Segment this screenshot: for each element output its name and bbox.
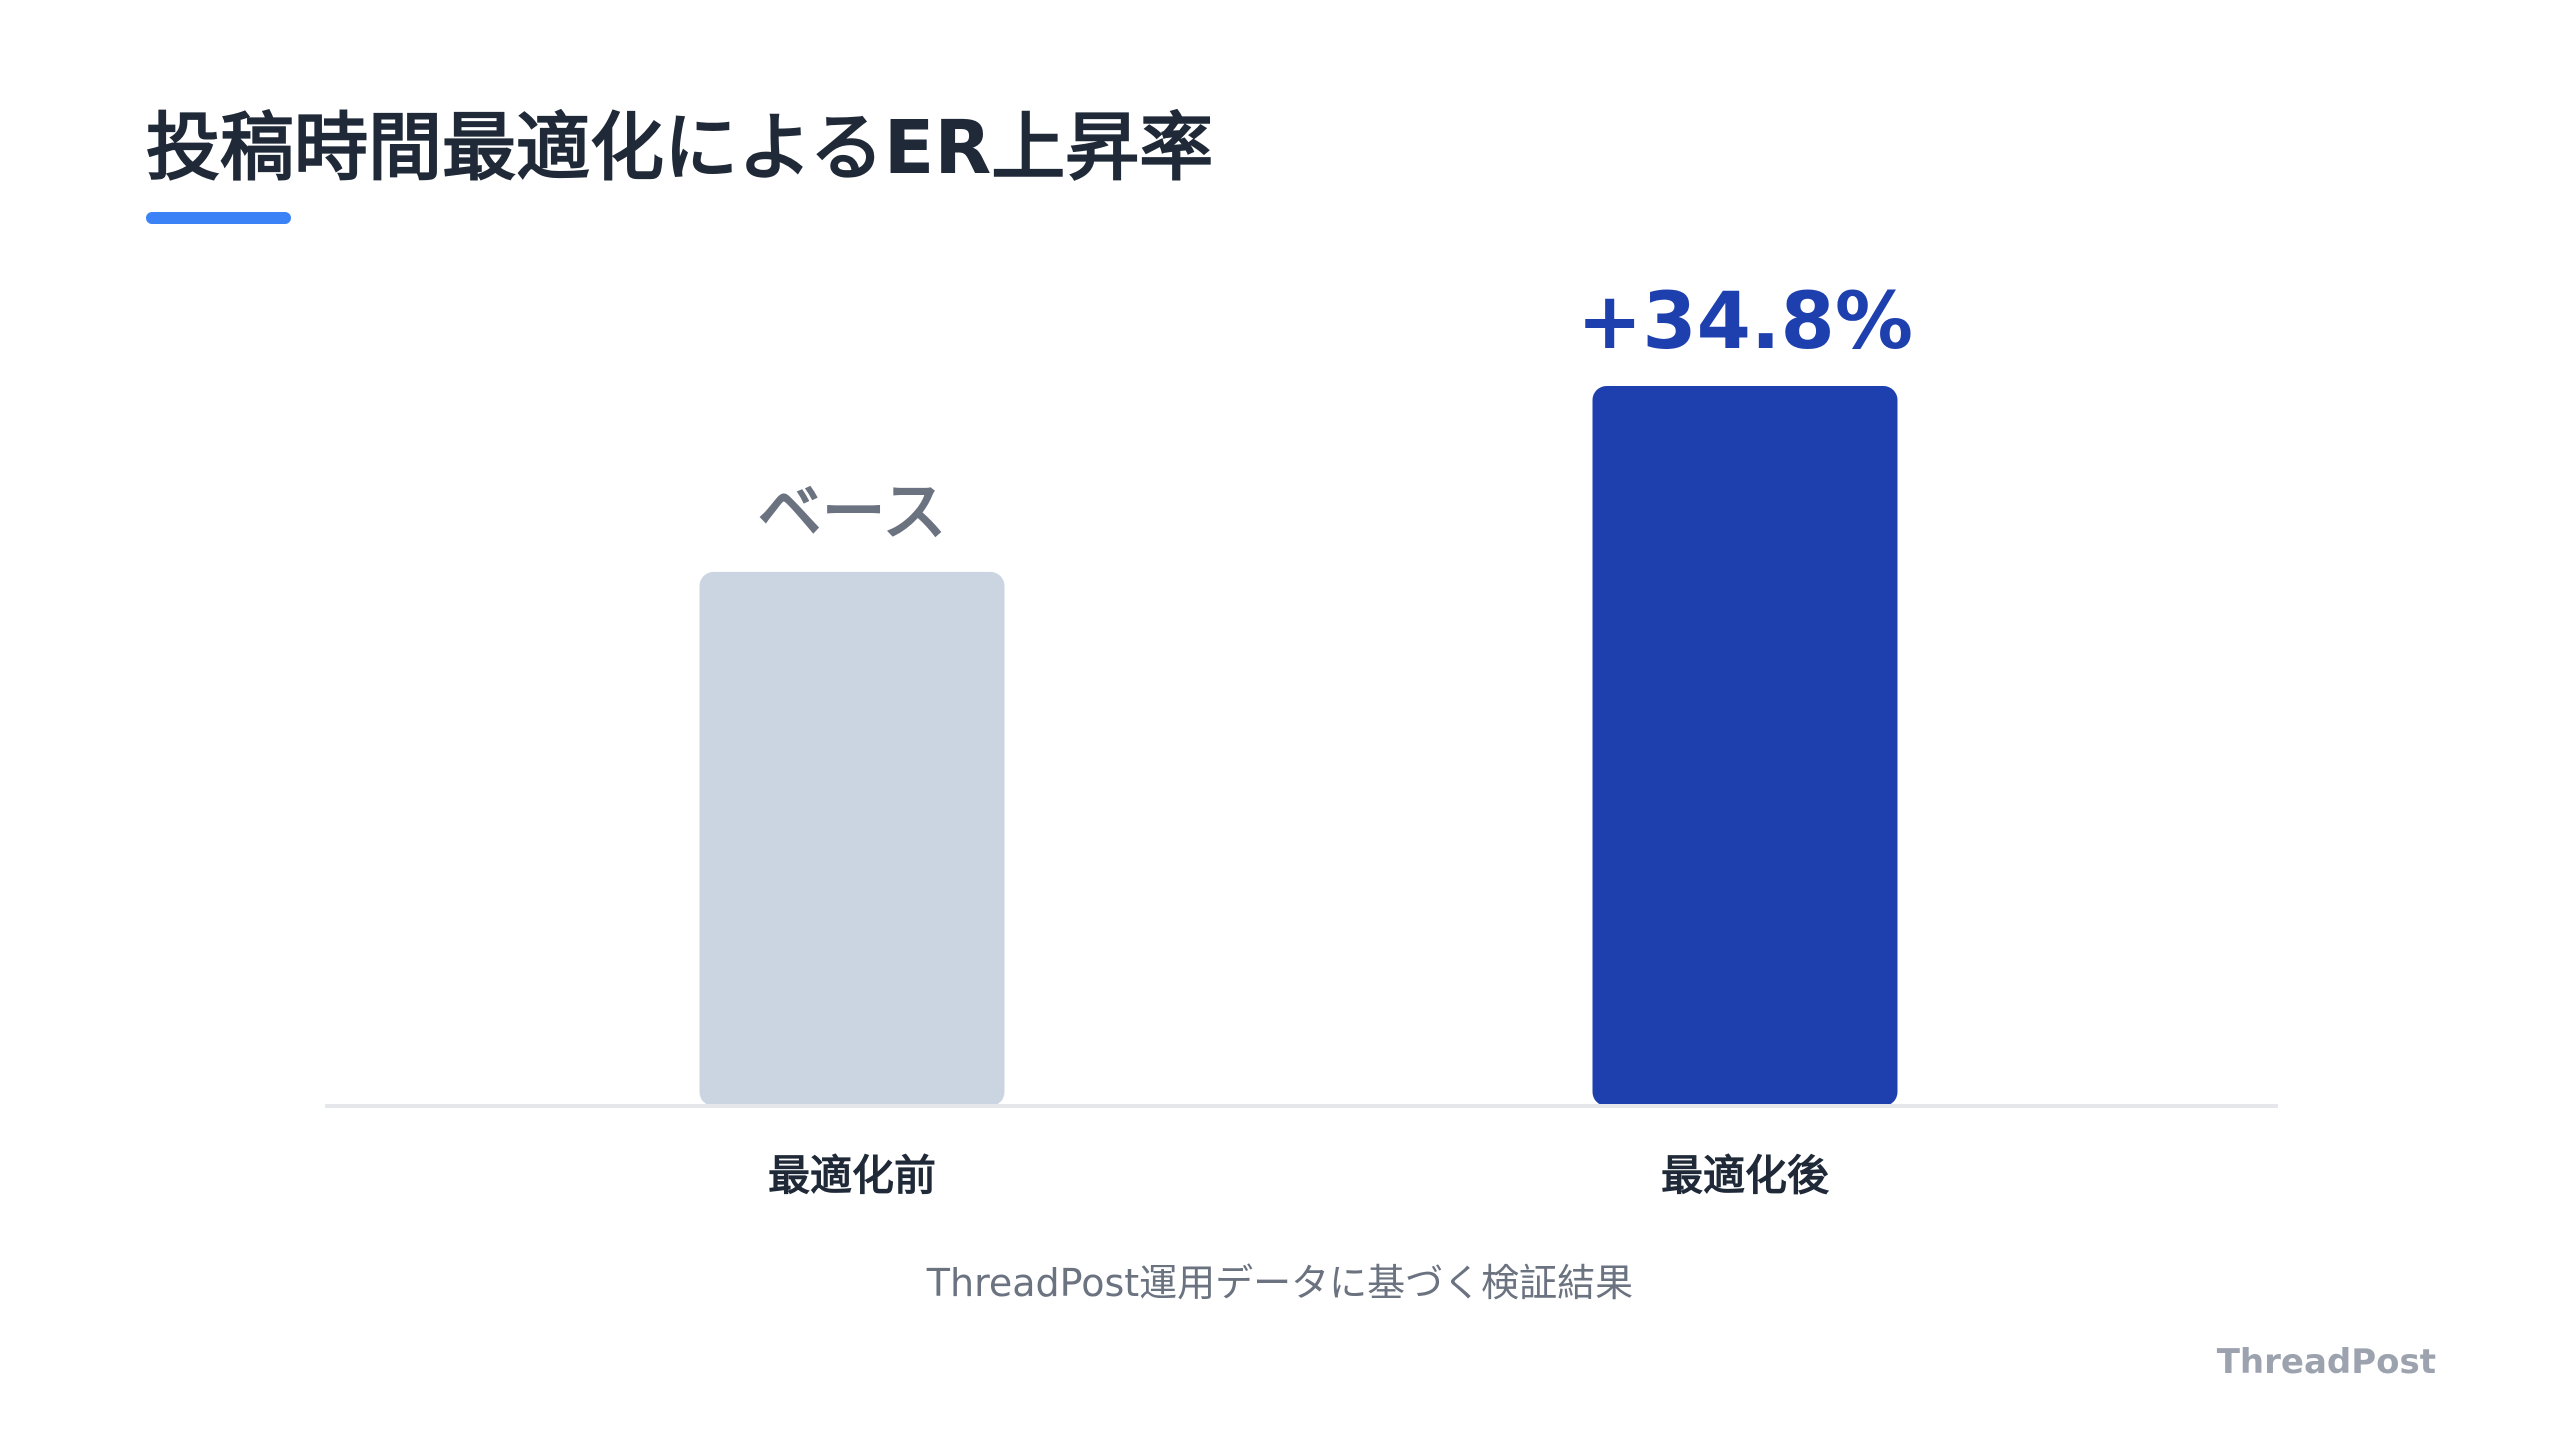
data-label-after: +34.8%: [1577, 277, 1913, 367]
chart-title: 投稿時間最適化によるER上昇率: [146, 105, 1214, 191]
category-label-before: 最適化前: [768, 1151, 936, 1200]
category-label-after: 最適化後: [1661, 1151, 1830, 1200]
chart-caption: ThreadPost運用データに基づく検証結果: [926, 1261, 1634, 1305]
bar-after: [1592, 386, 1898, 1106]
title-underline: [146, 212, 291, 224]
brand-logo-text: ThreadPost: [2216, 1342, 2436, 1382]
bar-before: [699, 571, 1005, 1106]
data-label-before: ベース: [758, 476, 947, 550]
